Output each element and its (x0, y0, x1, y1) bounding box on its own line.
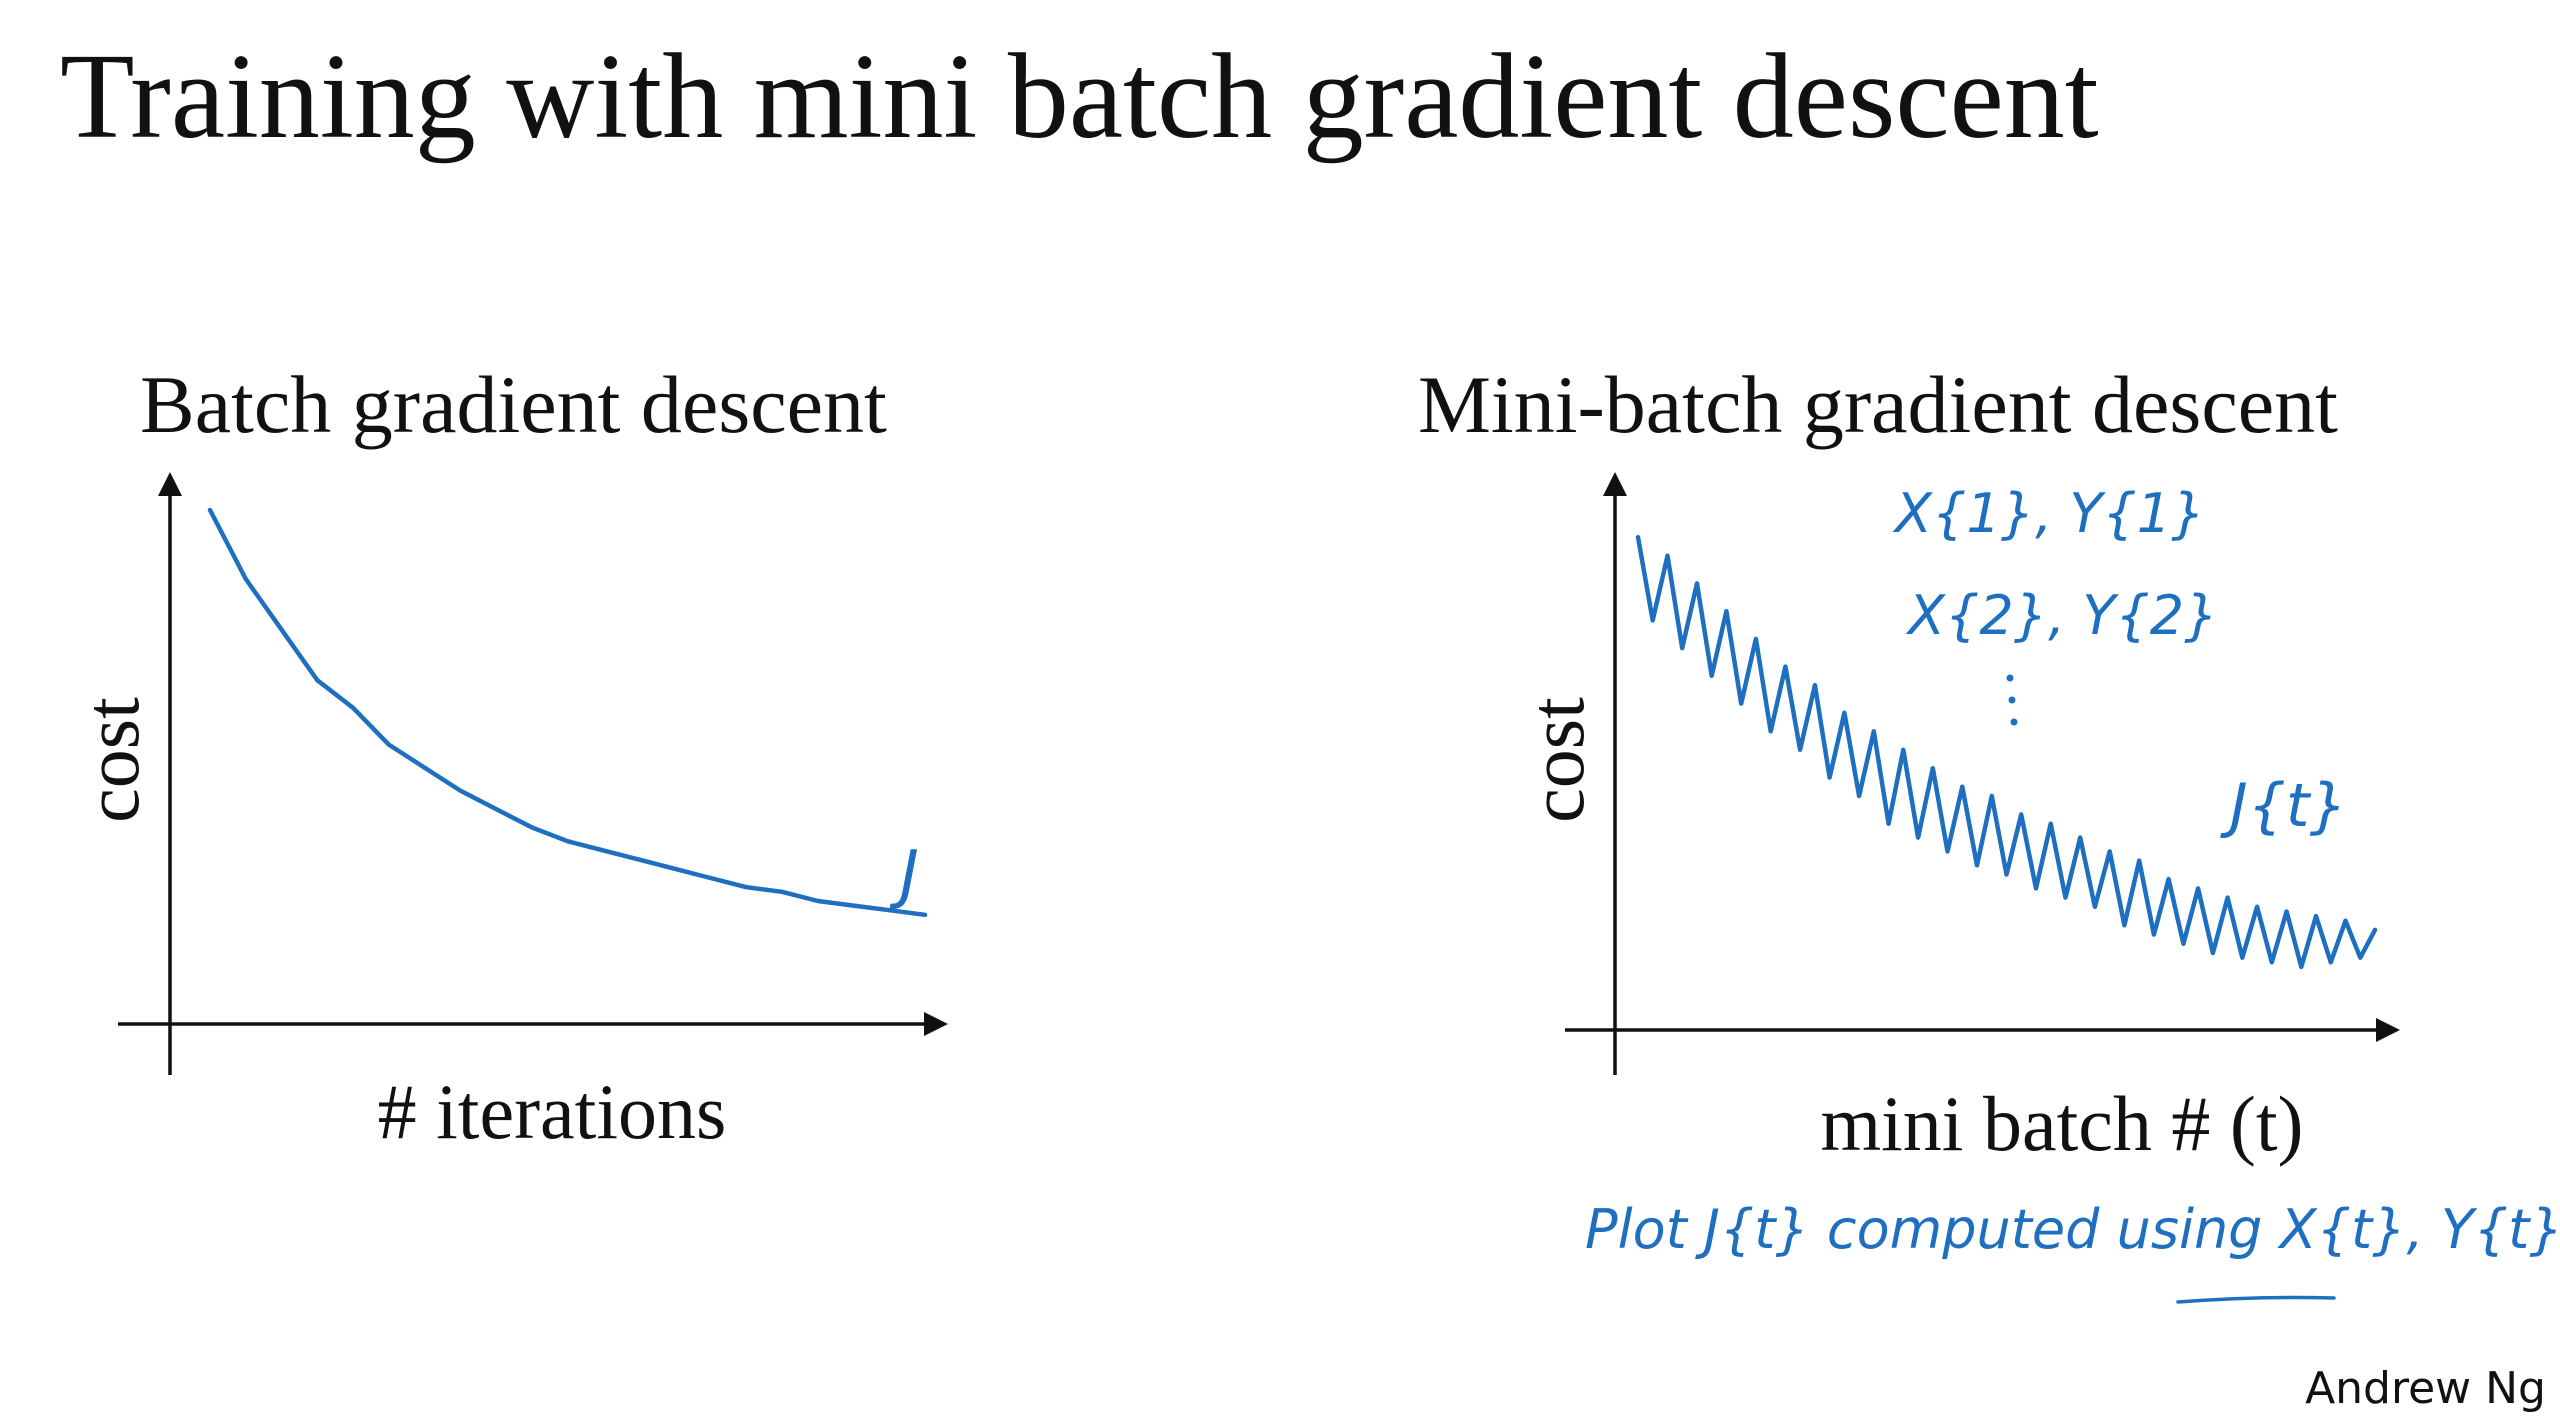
mini-batch-x-label: mini batch # (t) (1820, 1080, 2303, 1167)
slide-author: Andrew Ng (2305, 1363, 2546, 1414)
batch-series-line (207, 507, 928, 918)
batch-x-label: # iterations (378, 1068, 727, 1155)
ellipsis-dot (2010, 718, 2018, 726)
ellipsis-dot (2008, 696, 2016, 704)
ellipsis-dot (2006, 674, 2014, 682)
mini-batch-chart-title: Mini-batch gradient descent (1418, 359, 2338, 450)
mini-batch-annotation-x1-y1: X{1}, Y{1} (1892, 482, 2205, 545)
slide-title: Training with mini batch gradient descen… (60, 29, 2099, 164)
mini-batch-x-axis-arrow (2376, 1018, 2400, 1042)
mini-batch-annotation-x2-y2: X{2}, Y{2} (1905, 584, 2218, 647)
batch-curve-label: J (889, 838, 919, 912)
mini-batch-series-line (1635, 534, 2378, 970)
batch-chart: Batch gradient descent cost # iterations… (68, 359, 948, 1155)
mini-batch-note: Plot J{t} computed using X{t}, Y{t} (1585, 1198, 2560, 1261)
mini-batch-chart: Mini-batch gradient descent cost mini ba… (1418, 359, 2560, 1304)
mini-batch-annotation-jt: J{t} (2220, 771, 2348, 841)
batch-chart-title: Batch gradient descent (140, 359, 887, 450)
mini-batch-y-axis-arrow (1603, 472, 1627, 496)
ellipsis-dots (2006, 674, 2018, 726)
batch-y-axis-arrow (158, 472, 182, 496)
note-underline (2176, 1295, 2336, 1304)
batch-x-axis-arrow (924, 1012, 948, 1036)
mini-batch-y-label: cost (1513, 697, 1600, 823)
batch-y-label: cost (68, 697, 155, 823)
